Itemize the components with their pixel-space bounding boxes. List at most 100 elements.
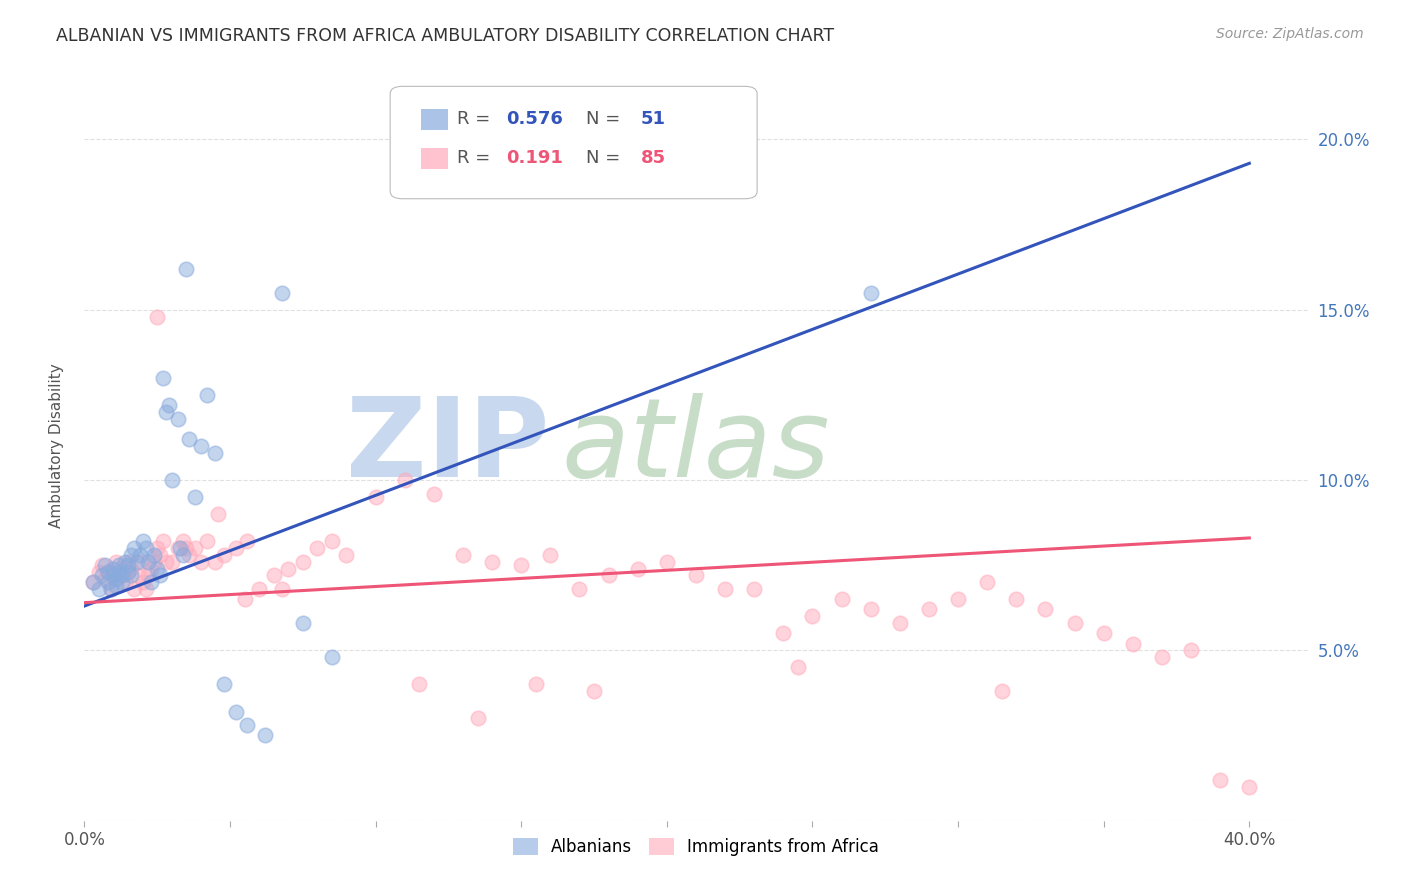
Point bbox=[141, 561, 163, 575]
Point bbox=[976, 575, 998, 590]
Point bbox=[212, 548, 235, 562]
Point bbox=[195, 388, 218, 402]
Point bbox=[111, 575, 134, 590]
Point bbox=[152, 534, 174, 549]
Point bbox=[627, 561, 650, 575]
Point bbox=[174, 261, 197, 276]
Point bbox=[1092, 626, 1115, 640]
Point bbox=[135, 541, 157, 556]
Point bbox=[122, 541, 145, 556]
Point bbox=[1209, 772, 1232, 787]
Point bbox=[335, 548, 357, 562]
Point bbox=[174, 541, 197, 556]
Point bbox=[598, 568, 620, 582]
Point bbox=[394, 473, 416, 487]
Point bbox=[212, 677, 235, 691]
Point bbox=[108, 561, 131, 575]
Point bbox=[179, 548, 201, 562]
Point bbox=[105, 579, 128, 593]
Point bbox=[207, 507, 229, 521]
Point bbox=[131, 534, 153, 549]
Point bbox=[146, 541, 169, 556]
Point bbox=[184, 541, 207, 556]
Text: N =: N = bbox=[586, 149, 626, 168]
Point bbox=[87, 582, 110, 596]
Point bbox=[143, 548, 166, 562]
Point bbox=[568, 582, 591, 596]
Point bbox=[105, 572, 128, 586]
Point bbox=[125, 568, 148, 582]
Point bbox=[82, 575, 104, 590]
Text: atlas: atlas bbox=[561, 392, 830, 500]
Point bbox=[524, 677, 547, 691]
Point bbox=[105, 555, 128, 569]
Point bbox=[100, 582, 122, 596]
Point bbox=[128, 555, 150, 569]
Point bbox=[277, 561, 299, 575]
Point bbox=[233, 592, 256, 607]
Point bbox=[169, 541, 191, 556]
Point bbox=[141, 575, 163, 590]
Point bbox=[538, 548, 561, 562]
Point bbox=[481, 555, 503, 569]
Point bbox=[655, 555, 678, 569]
Point bbox=[801, 609, 824, 624]
Point bbox=[87, 565, 110, 579]
Point bbox=[253, 729, 276, 743]
Point bbox=[236, 718, 259, 732]
Point bbox=[149, 548, 172, 562]
Point bbox=[236, 534, 259, 549]
Point bbox=[131, 575, 153, 590]
Point bbox=[120, 568, 142, 582]
Point bbox=[859, 602, 882, 616]
Point bbox=[291, 555, 314, 569]
Point bbox=[685, 568, 707, 582]
Point bbox=[271, 285, 294, 300]
Point bbox=[117, 565, 139, 579]
FancyBboxPatch shape bbox=[420, 109, 447, 130]
Point bbox=[122, 582, 145, 596]
Point bbox=[90, 558, 112, 573]
Point bbox=[166, 541, 188, 556]
Point bbox=[108, 565, 131, 579]
Point bbox=[97, 565, 120, 579]
Point bbox=[100, 582, 122, 596]
Point bbox=[787, 660, 810, 674]
Point bbox=[451, 548, 474, 562]
Point bbox=[1239, 780, 1261, 794]
Point bbox=[179, 432, 201, 446]
FancyBboxPatch shape bbox=[391, 87, 758, 199]
Point bbox=[111, 568, 134, 582]
Point bbox=[125, 555, 148, 569]
Point bbox=[1063, 616, 1085, 631]
Point bbox=[1122, 636, 1144, 650]
Point bbox=[97, 565, 120, 579]
Point bbox=[714, 582, 737, 596]
Text: ZIP: ZIP bbox=[346, 392, 550, 500]
Point bbox=[120, 548, 142, 562]
Point bbox=[166, 411, 188, 425]
Point bbox=[321, 534, 343, 549]
Point bbox=[120, 561, 142, 575]
Point bbox=[160, 473, 183, 487]
Point bbox=[93, 572, 115, 586]
Point bbox=[93, 558, 115, 573]
Point bbox=[467, 711, 489, 725]
Legend: Albanians, Immigrants from Africa: Albanians, Immigrants from Africa bbox=[505, 830, 887, 864]
Point bbox=[143, 555, 166, 569]
Point bbox=[146, 310, 169, 324]
Point bbox=[108, 558, 131, 573]
Text: 51: 51 bbox=[641, 111, 666, 128]
Point bbox=[408, 677, 430, 691]
Point bbox=[117, 555, 139, 569]
Point bbox=[103, 561, 125, 575]
Point bbox=[423, 486, 446, 500]
Point bbox=[204, 446, 226, 460]
Point bbox=[103, 568, 125, 582]
Text: N =: N = bbox=[586, 111, 626, 128]
Point bbox=[195, 534, 218, 549]
Point bbox=[138, 555, 160, 569]
Point bbox=[157, 398, 180, 412]
Point bbox=[103, 568, 125, 582]
Point bbox=[1180, 643, 1202, 657]
